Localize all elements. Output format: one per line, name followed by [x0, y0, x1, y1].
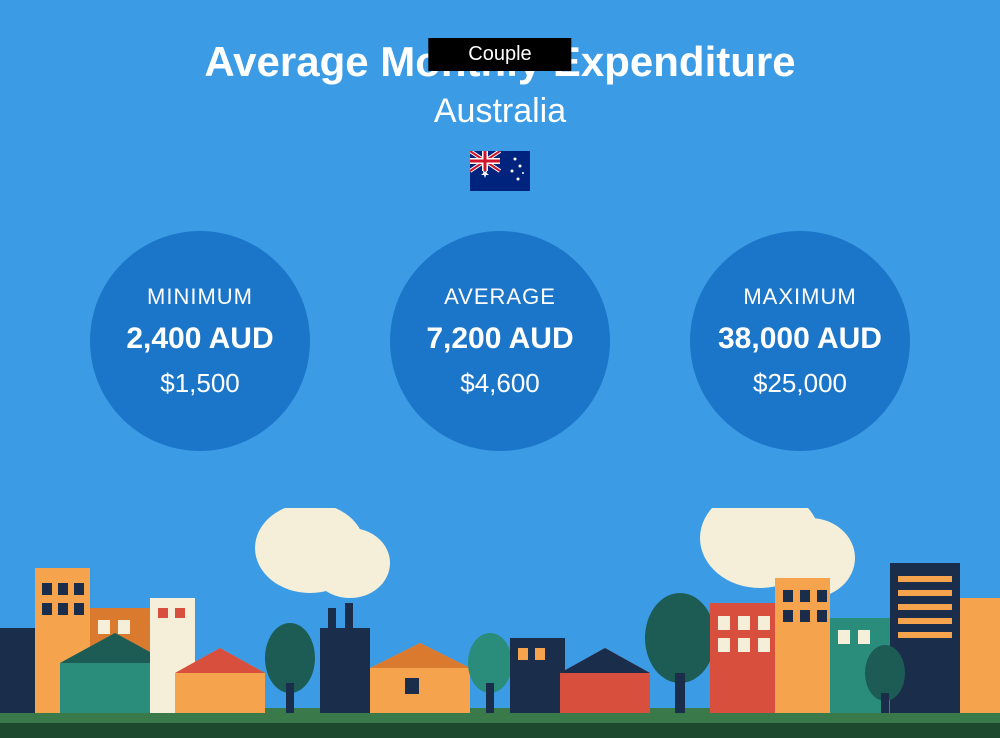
- maximum-label: MAXIMUM: [743, 284, 856, 310]
- average-label: AVERAGE: [444, 284, 556, 310]
- maximum-value-aud: 38,000 AUD: [718, 322, 882, 356]
- cityscape-illustration: [0, 508, 1000, 738]
- minimum-circle: MINIMUM 2,400 AUD $1,500: [90, 231, 310, 451]
- minimum-value-aud: 2,400 AUD: [126, 322, 273, 356]
- expenditure-circles: MINIMUM 2,400 AUD $1,500 AVERAGE 7,200 A…: [0, 231, 1000, 451]
- australia-flag-icon: [470, 151, 530, 191]
- average-circle: AVERAGE 7,200 AUD $4,600: [390, 231, 610, 451]
- category-badge: Couple: [428, 38, 571, 71]
- minimum-label: MINIMUM: [147, 284, 253, 310]
- average-value-usd: $4,600: [460, 368, 540, 399]
- maximum-circle: MAXIMUM 38,000 AUD $25,000: [690, 231, 910, 451]
- maximum-value-usd: $25,000: [753, 368, 847, 399]
- country-subtitle: Australia: [0, 92, 1000, 131]
- average-value-aud: 7,200 AUD: [426, 322, 573, 356]
- minimum-value-usd: $1,500: [160, 368, 240, 399]
